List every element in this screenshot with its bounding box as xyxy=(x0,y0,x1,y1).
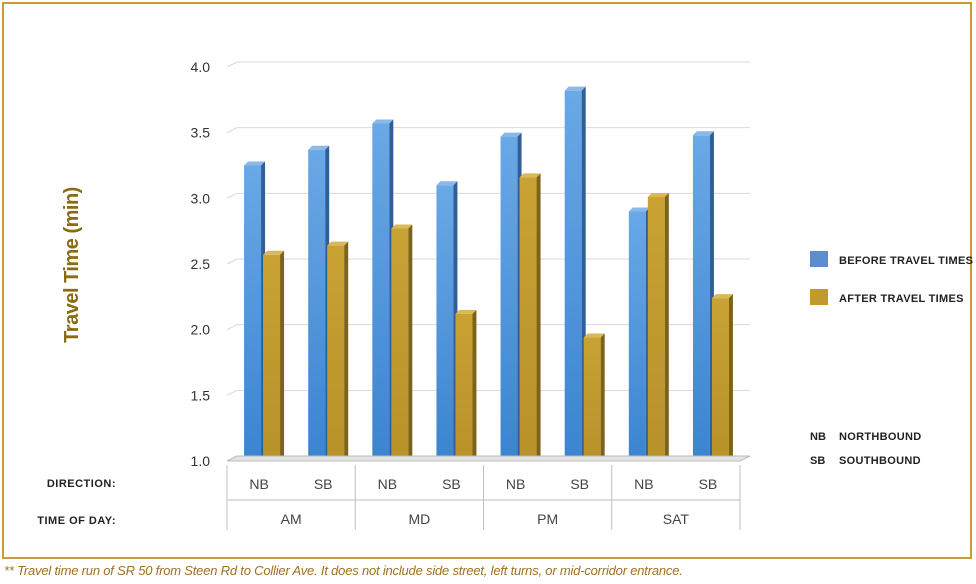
y-tick-label: 1.5 xyxy=(191,387,211,403)
travel-time-chart: 1.0 1.5 2.0 2.5 3.0 3.5 4.0 NB SB NB SB NB SB NB SB AM… xyxy=(37,59,973,530)
y-tick-label: 2.0 xyxy=(191,322,211,338)
x-tick-direction: NB xyxy=(506,476,525,492)
y-tick-label: 2.5 xyxy=(191,256,211,272)
gridline-diag xyxy=(226,192,238,199)
abbrev-code: SB xyxy=(810,455,825,467)
x-tick-direction: NB xyxy=(378,476,397,492)
bars xyxy=(244,86,733,462)
footnote: ** Travel time run of SR 50 from Steen R… xyxy=(4,563,683,578)
x-tick-group: SAT xyxy=(663,511,690,527)
chart-floor xyxy=(226,455,751,462)
y-axis-label: Travel Time (min) xyxy=(61,187,83,343)
bar-before xyxy=(244,161,266,461)
chart-frame xyxy=(2,2,972,559)
gridline-diag xyxy=(226,61,238,68)
bar-after xyxy=(391,224,413,461)
legend-label: AFTER TRAVEL TIMES xyxy=(839,293,964,305)
legend-swatch-after xyxy=(810,289,828,305)
y-tick-label: 4.0 xyxy=(191,59,211,75)
bar-before xyxy=(436,181,458,461)
bar-after xyxy=(647,193,669,461)
legend-label: BEFORE TRAVEL TIMES xyxy=(839,255,973,267)
x-tick-direction: SB xyxy=(442,476,461,492)
x-tick-direction: NB xyxy=(249,476,268,492)
time-of-day-row-label: TIME OF DAY: xyxy=(37,515,116,527)
y-tick-label: 3.0 xyxy=(191,190,211,206)
bar-before xyxy=(372,119,394,462)
gridline-diag xyxy=(226,389,238,396)
abbrev-meaning: NORTHBOUND xyxy=(839,431,921,443)
bar-before xyxy=(628,207,650,461)
bar-before xyxy=(500,132,522,461)
x-tick-group: MD xyxy=(408,511,430,527)
legend: BEFORE TRAVEL TIMES AFTER TRAVEL TIMES xyxy=(810,251,973,305)
bar-after xyxy=(583,333,605,461)
floor-plane xyxy=(226,455,751,462)
bar-before xyxy=(692,131,714,461)
abbrev-meaning: SOUTHBOUND xyxy=(839,455,921,467)
x-axis-table: NB SB NB SB NB SB NB SB AM MD PM SAT DIRECTION: TIME … xyxy=(37,465,741,530)
abbrev-code: NB xyxy=(810,431,826,443)
gridline-diag xyxy=(226,258,238,265)
y-tick-label: 1.0 xyxy=(191,453,211,469)
x-tick-direction: SB xyxy=(314,476,333,492)
x-tick-group: PM xyxy=(537,511,558,527)
bar-before xyxy=(308,145,330,462)
gridlines xyxy=(226,61,750,462)
x-tick-direction: SB xyxy=(699,476,718,492)
abbreviation-key: NB NORTHBOUND SB SOUTHBOUND xyxy=(810,431,921,467)
gridline-diag xyxy=(226,324,238,331)
bar-after xyxy=(263,250,285,461)
x-tick-direction: SB xyxy=(570,476,589,492)
bar-after xyxy=(455,309,477,461)
bar-after xyxy=(711,294,733,461)
bar-after xyxy=(327,241,349,461)
y-tick-label: 3.5 xyxy=(191,125,211,141)
gridline-diag xyxy=(226,127,238,134)
bar-before xyxy=(564,86,586,461)
x-tick-direction: NB xyxy=(634,476,653,492)
x-tick-group: AM xyxy=(281,511,302,527)
direction-row-label: DIRECTION: xyxy=(47,478,116,490)
bar-after xyxy=(519,173,541,461)
legend-swatch-before xyxy=(810,251,828,267)
y-axis-ticks: 1.0 1.5 2.0 2.5 3.0 3.5 4.0 xyxy=(191,59,211,469)
